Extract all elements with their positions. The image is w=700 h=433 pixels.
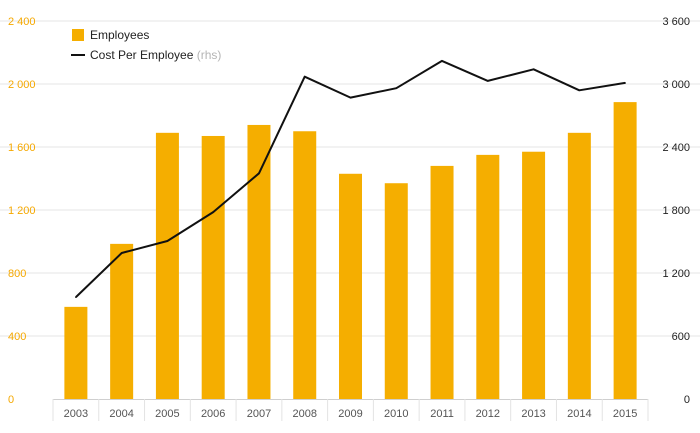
bar-2013 bbox=[522, 151, 546, 399]
cost-point-2005 bbox=[166, 240, 169, 242]
cost-point-2015 bbox=[624, 82, 626, 84]
bar-2014 bbox=[567, 132, 591, 399]
x-axis: 2003 2004 2005 2006 2007 2008 2009 2010 2011 2012… bbox=[52, 399, 649, 421]
right-tick-label: 1 800 bbox=[662, 205, 690, 217]
bar-2007 bbox=[247, 124, 271, 399]
cost-line bbox=[75, 59, 626, 298]
bar-2005 bbox=[155, 132, 179, 399]
bar-2003 bbox=[64, 306, 88, 399]
cost-point-2013 bbox=[532, 68, 535, 71]
bar-2004 bbox=[110, 243, 134, 399]
x-tick-label-2012: 2012 bbox=[476, 408, 500, 420]
legend-cost-note: (rhs) bbox=[197, 48, 222, 62]
left-tick-label: 800 bbox=[8, 268, 26, 280]
bar-2006 bbox=[201, 135, 225, 399]
bar-2012 bbox=[476, 154, 500, 399]
right-tick-label: 1 200 bbox=[662, 268, 690, 280]
cost-point-2006 bbox=[212, 211, 214, 213]
right-tick-label: 600 bbox=[672, 331, 690, 343]
left-tick-label: 2 400 bbox=[8, 16, 36, 28]
left-tick-label: 1 200 bbox=[8, 205, 36, 217]
right-tick-label: 2 400 bbox=[662, 142, 690, 154]
x-tick-label-2007: 2007 bbox=[247, 408, 271, 420]
cost-point-2008 bbox=[303, 75, 306, 78]
x-tick-label-2013: 2013 bbox=[521, 408, 545, 420]
x-tick-label-2004: 2004 bbox=[109, 408, 133, 420]
employees-bars bbox=[64, 102, 637, 400]
left-tick-label: 0 bbox=[8, 394, 14, 406]
x-tick-label-2005: 2005 bbox=[155, 408, 179, 420]
x-tick-label-2008: 2008 bbox=[292, 408, 316, 420]
x-tick-label-2011: 2011 bbox=[430, 408, 454, 420]
bar-2008 bbox=[293, 131, 317, 399]
x-tick-label-2010: 2010 bbox=[384, 408, 408, 420]
left-axis: 0 400 800 1 200 1 600 2 000 2 400 bbox=[8, 16, 36, 406]
cost-point-2010 bbox=[395, 87, 398, 89]
x-tick-label-2003: 2003 bbox=[64, 408, 88, 420]
bar-2009 bbox=[339, 173, 362, 399]
cost-point-2003 bbox=[75, 296, 77, 298]
cost-point-2014 bbox=[578, 89, 581, 92]
legend-cost-label: Cost Per Employee (rhs) bbox=[90, 48, 221, 62]
right-tick-label: 0 bbox=[684, 394, 690, 406]
bar-2011 bbox=[430, 165, 454, 399]
cost-point-2012 bbox=[487, 80, 489, 82]
legend: Employees Cost Per Employee (rhs) bbox=[71, 28, 221, 62]
left-tick-label: 2 000 bbox=[8, 79, 36, 91]
x-tick-label-2015: 2015 bbox=[613, 408, 637, 420]
cost-point-2009 bbox=[349, 96, 352, 99]
x-tick-label-2009: 2009 bbox=[338, 408, 362, 420]
right-tick-label: 3 600 bbox=[662, 16, 690, 28]
x-tick-label-2006: 2006 bbox=[201, 408, 225, 420]
right-tick-label: 3 000 bbox=[662, 79, 690, 91]
legend-employees-label: Employees bbox=[90, 28, 149, 42]
bar-2015 bbox=[613, 102, 637, 400]
cost-point-2011 bbox=[441, 60, 443, 62]
cost-point-2007 bbox=[258, 172, 260, 175]
x-tick-label-2014: 2014 bbox=[567, 408, 591, 420]
legend-employees-swatch bbox=[72, 29, 84, 41]
right-axis: 0 600 1 200 1 800 2 400 3 000 3 600 bbox=[662, 16, 690, 406]
left-tick-label: 1 600 bbox=[8, 142, 36, 154]
bar-2010 bbox=[384, 183, 408, 399]
cost-point-2004 bbox=[120, 252, 123, 254]
legend-cost-text: Cost Per Employee bbox=[90, 48, 194, 62]
left-tick-label: 400 bbox=[8, 331, 26, 343]
